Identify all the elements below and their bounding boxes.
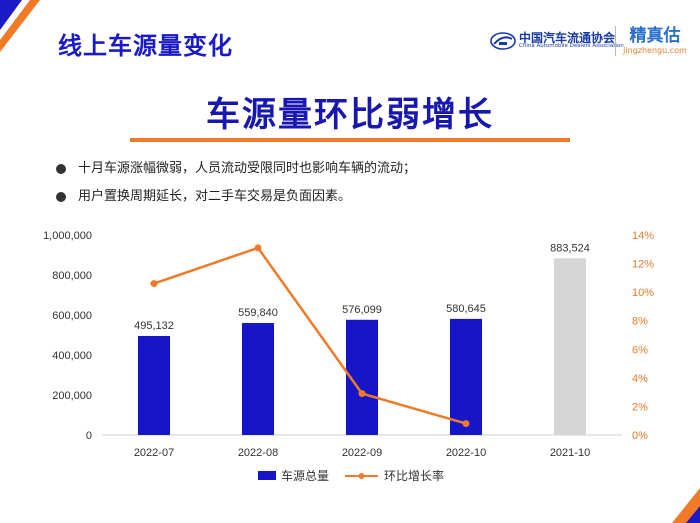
y-right-tick-label: 0%: [632, 430, 648, 442]
x-tick-label: 2022-08: [238, 447, 278, 459]
y-right-tick-label: 10%: [632, 287, 654, 299]
x-tick-label: 2021-10: [550, 447, 590, 459]
cada-logo-cn: 中国汽车流通协会: [519, 31, 616, 46]
y-right-tick-label: 2%: [632, 401, 648, 413]
y-left-tick-label: 1,000,000: [43, 230, 92, 242]
bullet-text: 十月车源涨幅微弱，人员流动受限同时也影响车辆的流动；: [78, 161, 417, 176]
bullet-item: 用户置换周期延长，对二手车交易是负面因素。: [56, 186, 416, 214]
jingzhengu-logo-en: jingzhengu.com: [623, 46, 687, 55]
bar-value-label: 883,524: [550, 242, 590, 254]
bar: [242, 323, 274, 435]
chart-legend: 车源总量 环比增长率: [258, 468, 444, 483]
y-left-tick-label: 600,000: [52, 310, 92, 322]
y-left-tick-label: 800,000: [52, 270, 92, 282]
growth-rate-point: [462, 420, 470, 428]
legend-line-marker: [358, 473, 365, 479]
x-tick-label: 2022-09: [342, 447, 382, 459]
slide-title: 车源量环比弱增长: [206, 95, 494, 135]
cada-logo: 中国汽车流通协会 China Automobile Dealers Associ…: [490, 28, 624, 54]
growth-rate-point: [254, 244, 262, 252]
y-left-tick-label: 200,000: [52, 390, 92, 402]
y-left-tick-label: 400,000: [52, 350, 92, 362]
y-right-tick-label: 14%: [632, 230, 654, 242]
legend-bar-label: 车源总量: [281, 468, 329, 483]
bullet-list: 十月车源涨幅微弱，人员流动受限同时也影响车辆的流动； 用户置换周期延长，对二手车…: [56, 158, 416, 214]
y-right-tick-label: 6%: [632, 344, 648, 356]
y-right-tick-label: 12%: [632, 259, 654, 271]
bar-value-label: 559,840: [238, 307, 278, 319]
growth-rate-point: [358, 390, 366, 398]
bar: [138, 335, 170, 435]
bullet-item: 十月车源涨幅微弱，人员流动受限同时也影响车辆的流动；: [56, 158, 416, 186]
x-tick-label: 2022-07: [134, 447, 174, 459]
bar: [554, 258, 586, 435]
y-right-tick-label: 8%: [632, 316, 648, 328]
growth-rate-line: [153, 246, 467, 425]
bullet-dot-icon: [56, 192, 66, 202]
page-heading: 线上车源量变化: [58, 32, 233, 60]
jingzhengu-logo-cn: 精真估: [629, 26, 681, 46]
x-tick-label: 2022-10: [446, 447, 486, 459]
legend-line-label: 环比增长率: [384, 468, 444, 483]
y-left-tick-label: 0: [86, 430, 92, 442]
bar-value-label: 580,645: [446, 303, 486, 315]
chart-bars: 495,132 559,840 576,099 580,645 883,524: [134, 242, 590, 435]
bullet-dot-icon: [56, 164, 66, 174]
bar-value-label: 576,099: [342, 304, 382, 316]
corner-decoration-top-left: [0, 0, 40, 52]
growth-rate-point: [150, 280, 158, 288]
logo-divider: [615, 26, 616, 56]
title-underline: [130, 138, 570, 142]
jingzhengu-logo: 精真估 jingzhengu.com: [622, 26, 688, 56]
legend-bar-swatch: [258, 471, 276, 480]
bar-value-label: 495,132: [134, 320, 174, 332]
cada-emblem-icon: [490, 32, 516, 50]
y-right-tick-label: 4%: [632, 373, 648, 385]
bullet-text: 用户置换周期延长，对二手车交易是负面因素。: [78, 189, 352, 204]
bar: [450, 318, 482, 435]
cada-logo-en: China Automobile Dealers Association: [519, 43, 624, 50]
corner-decoration-bottom-right: [672, 488, 700, 523]
chart-line-series: [150, 244, 470, 428]
